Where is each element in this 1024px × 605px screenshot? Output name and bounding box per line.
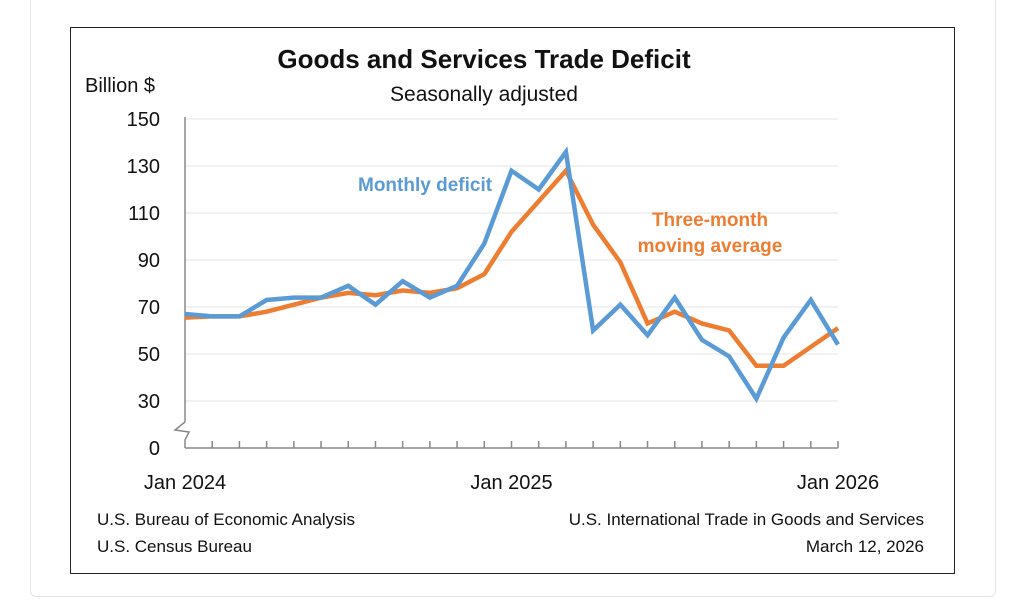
- legend-average-line2: moving average: [637, 236, 783, 257]
- y-tick-label: 130: [127, 156, 160, 178]
- footer-source-1: U.S. Bureau of Economic Analysis: [97, 510, 355, 529]
- x-tick-label: Jan 2025: [470, 472, 552, 494]
- legend-average-line1: Three-month: [651, 210, 769, 231]
- footer-release: U.S. International Trade in Goods and Se…: [568, 510, 924, 529]
- chart-title: Goods and Services Trade Deficit: [277, 44, 691, 74]
- y-tick-label: 90: [138, 250, 160, 272]
- chart-subtitle: Seasonally adjusted: [390, 83, 578, 106]
- legend-monthly: Monthly deficit: [358, 175, 493, 196]
- axis-break-icon: [173, 421, 191, 448]
- y-tick-label: 50: [138, 344, 160, 366]
- y-axis-label: Billion $: [85, 75, 156, 97]
- y-tick-label: 150: [127, 109, 160, 131]
- chart-frame: [70, 27, 955, 574]
- x-tick-label: Jan 2024: [144, 472, 226, 494]
- x-tick-label: Jan 2026: [797, 472, 879, 494]
- series-line-monthly: [184, 146, 840, 404]
- y-tick-label: 30: [138, 391, 160, 413]
- y-tick-label: 110: [128, 203, 160, 225]
- y-tick-label: 0: [149, 438, 160, 460]
- footer-date: March 12, 2026: [805, 537, 924, 556]
- y-tick-label: 70: [138, 297, 160, 319]
- series-line-moving-average: [184, 166, 840, 368]
- footer-source-2: U.S. Census Bureau: [97, 537, 252, 556]
